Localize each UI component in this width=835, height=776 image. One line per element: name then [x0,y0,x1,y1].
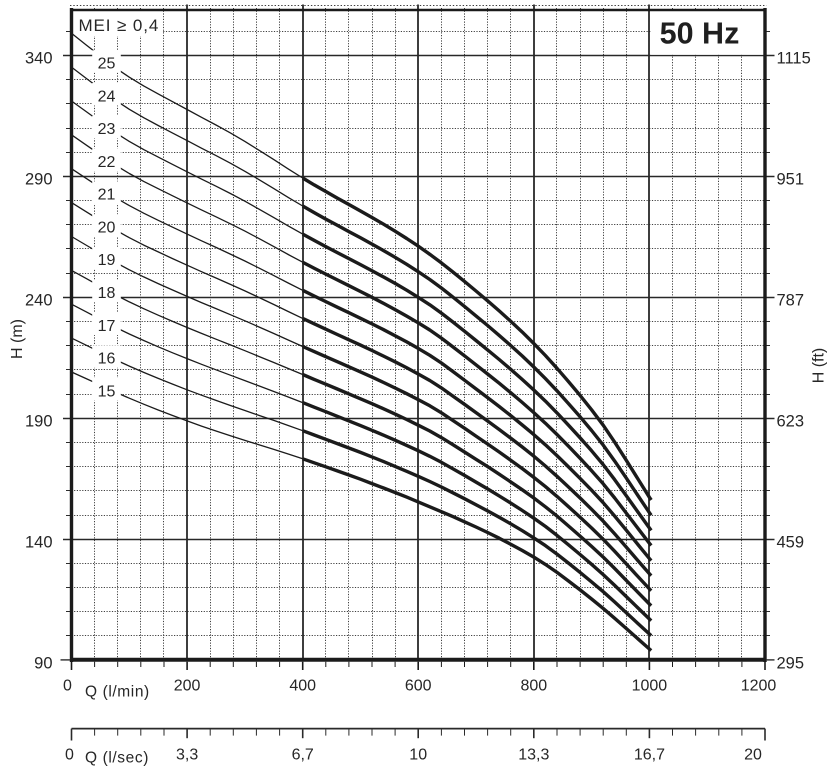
svg-text:951: 951 [777,171,805,189]
svg-text:23: 23 [98,121,116,138]
svg-text:6,7: 6,7 [292,747,314,764]
svg-text:90: 90 [34,654,52,672]
svg-text:50 Hz: 50 Hz [660,17,740,51]
svg-text:13,3: 13,3 [518,747,549,764]
svg-text:190: 190 [25,413,53,431]
svg-text:600: 600 [405,678,432,695]
svg-text:10: 10 [409,747,427,764]
svg-text:1115: 1115 [777,50,811,68]
svg-text:Q (l/min): Q (l/min) [85,683,150,700]
svg-text:0: 0 [63,678,72,695]
svg-text:20: 20 [98,220,116,237]
svg-text:400: 400 [289,678,316,695]
svg-text:459: 459 [777,533,805,551]
svg-text:200: 200 [174,678,201,695]
svg-text:25: 25 [98,56,116,73]
svg-text:0: 0 [65,747,74,764]
svg-text:295: 295 [777,654,805,672]
svg-text:1200: 1200 [741,678,777,695]
svg-text:16,7: 16,7 [634,747,665,764]
svg-text:20: 20 [744,747,762,764]
svg-text:H (ft): H (ft) [811,348,828,384]
svg-text:Q (l/sec): Q (l/sec) [85,750,149,767]
svg-text:800: 800 [520,678,547,695]
svg-text:290: 290 [25,171,53,189]
svg-text:16: 16 [98,351,116,368]
svg-text:623: 623 [777,413,805,431]
svg-text:140: 140 [25,533,53,551]
svg-text:19: 19 [98,252,116,269]
svg-text:17: 17 [98,318,116,335]
svg-text:340: 340 [25,50,53,68]
svg-text:787: 787 [777,292,805,310]
svg-text:240: 240 [25,292,53,310]
svg-text:1000: 1000 [632,678,668,695]
svg-text:MEI ≥ 0,4: MEI ≥ 0,4 [79,16,160,35]
svg-text:22: 22 [98,154,116,171]
svg-text:21: 21 [98,187,116,204]
svg-text:15: 15 [98,383,116,400]
svg-text:18: 18 [98,285,116,302]
svg-text:H (m): H (m) [9,319,26,359]
svg-text:3,3: 3,3 [176,747,198,764]
svg-text:24: 24 [98,88,116,105]
